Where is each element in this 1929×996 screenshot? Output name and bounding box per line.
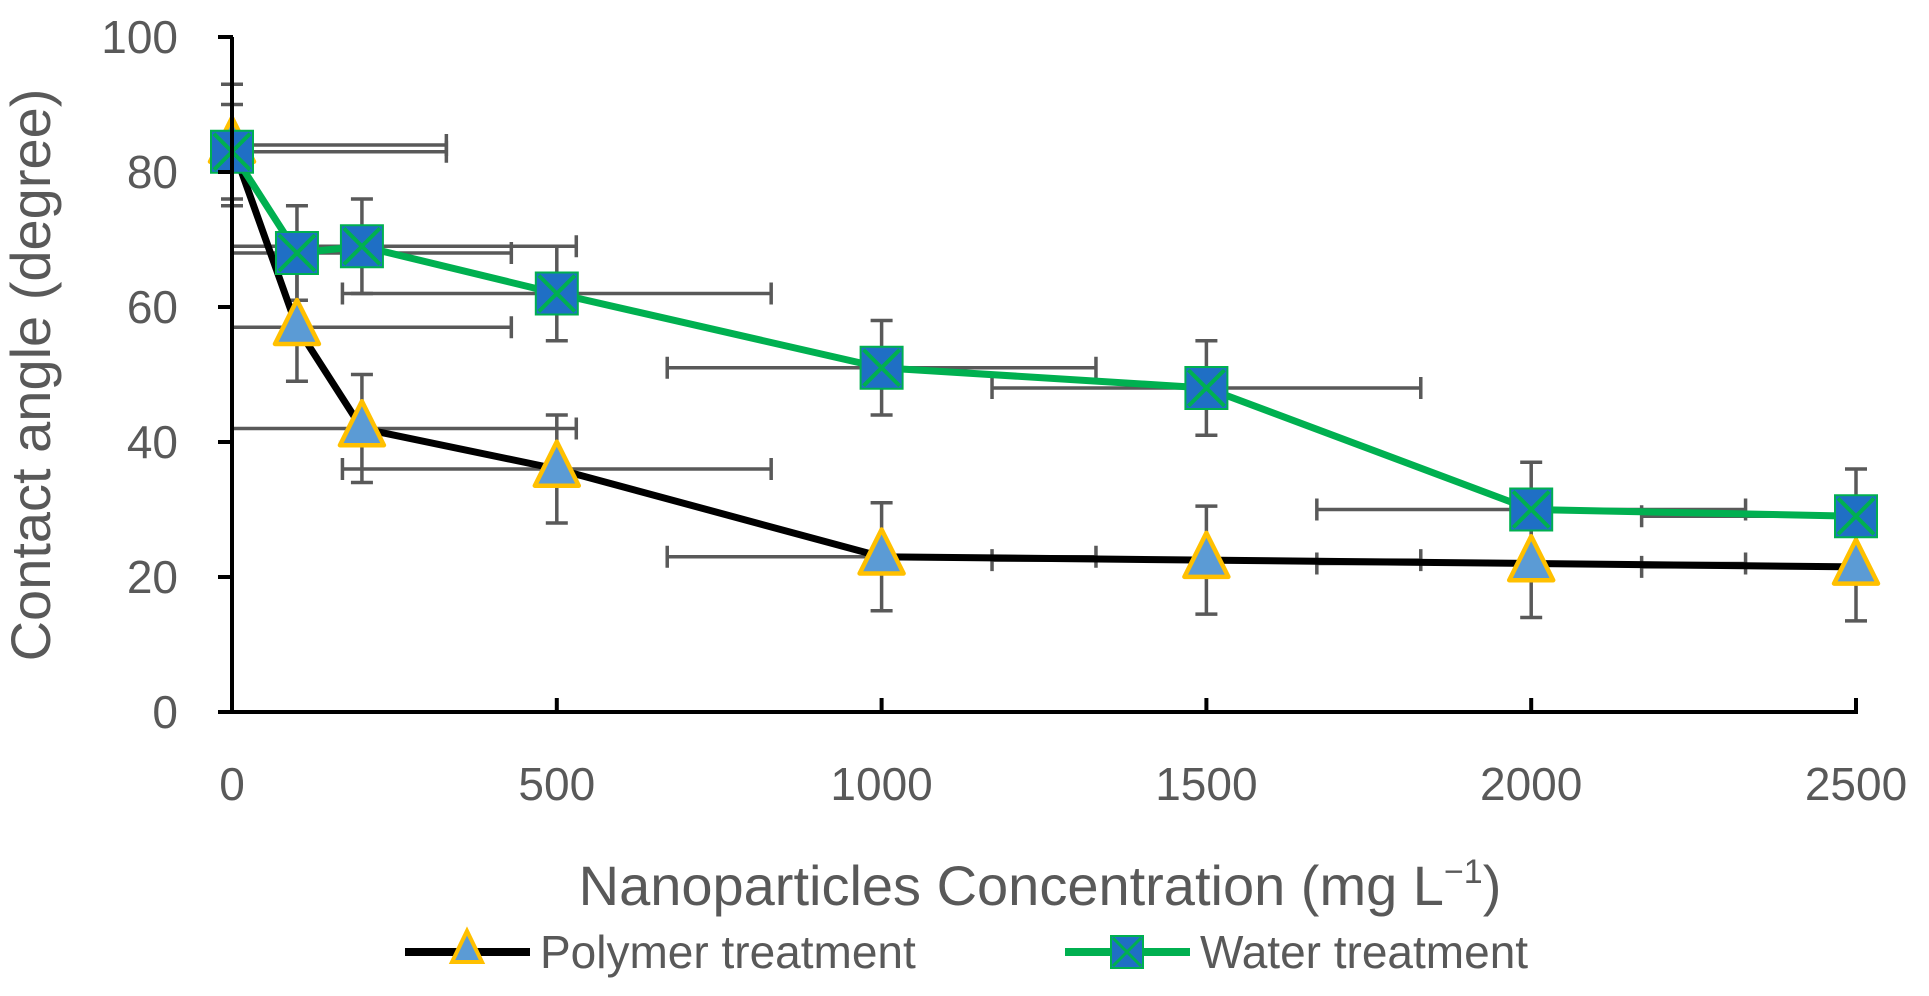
- y-tick-label: 80: [127, 146, 178, 198]
- x-axis-title-main: Nanoparticles Concentration (mg L: [579, 854, 1444, 917]
- error-bar-polymer: [230, 271, 514, 383]
- data-point-water-cross: [862, 348, 902, 388]
- data-point-water-cross: [342, 226, 382, 266]
- data-point-water: [1834, 494, 1878, 539]
- data-point-polymer: [337, 398, 387, 448]
- data-point-polymer: [1506, 533, 1556, 583]
- legend-marker-water-cross: [1111, 936, 1143, 968]
- data-point-water-cross: [537, 274, 577, 313]
- legend-label-water: Water treatment: [1200, 926, 1528, 978]
- series-lines: [228, 143, 1857, 571]
- series-line-polymer: [228, 143, 1857, 571]
- legend-label-polymer: Polymer treatment: [540, 926, 916, 978]
- data-point-water-cross: [277, 233, 317, 273]
- y-tick-label: 20: [127, 551, 178, 603]
- legend: Polymer treatment Water treatment: [405, 926, 1528, 978]
- x-tick-label: 1500: [1155, 758, 1257, 810]
- y-tick-label: 60: [127, 281, 178, 333]
- error-bar-polymer: [230, 372, 579, 485]
- data-point-water: [1184, 366, 1229, 410]
- legend-item-water: Water treatment: [1065, 926, 1528, 978]
- data-point-water: [534, 271, 579, 316]
- data-point-water-cross: [1186, 368, 1226, 408]
- data-point-water: [274, 231, 319, 275]
- x-tick-label: 0: [219, 758, 245, 810]
- data-point-water: [339, 224, 384, 269]
- series-markers: [207, 115, 1881, 586]
- data-point-water: [1509, 487, 1554, 532]
- x-tick-label: 1000: [830, 758, 932, 810]
- data-point-polymer: [272, 297, 322, 347]
- x-axis-title: Nanoparticles Concentration (mg L−1): [579, 853, 1502, 917]
- data-point-polymer: [532, 439, 582, 488]
- legend-marker-polymer: [448, 926, 486, 964]
- data-point-water-cross: [1511, 490, 1551, 529]
- data-point-water-cross: [1836, 496, 1876, 536]
- data-point-polymer: [857, 527, 906, 576]
- data-point-polymer: [1831, 537, 1881, 586]
- data-point-polymer: [1182, 530, 1231, 580]
- x-axis-title-superscript: −1: [1444, 853, 1483, 891]
- y-tick-label: 100: [101, 11, 178, 63]
- data-point-water: [859, 345, 904, 390]
- y-axis-title: Contact angle (degree): [0, 89, 62, 662]
- legend-item-polymer: Polymer treatment: [405, 926, 916, 978]
- x-tick-label: 2000: [1480, 758, 1582, 810]
- x-axis-title-end: ): [1483, 854, 1502, 917]
- y-tick-label: 40: [127, 416, 178, 468]
- series-line-water: [229, 149, 1857, 520]
- x-tick-label: 500: [518, 758, 595, 810]
- y-tick-label: 0: [152, 686, 178, 738]
- error-bars: [221, 82, 1867, 623]
- x-tick-label: 2500: [1805, 758, 1907, 810]
